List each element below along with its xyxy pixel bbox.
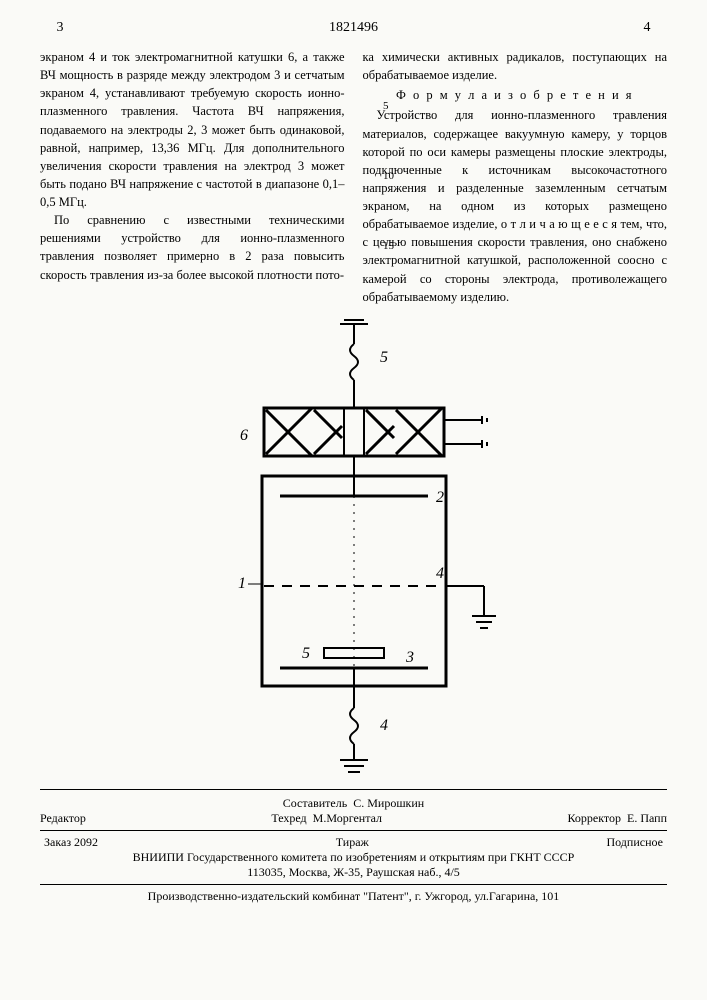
diagram-label-1: 1 (238, 575, 246, 592)
page-number-left: 3 (40, 20, 80, 36)
line-number: 10 (383, 170, 394, 182)
left-para-2: По сравнению с известными техническими р… (40, 211, 345, 284)
rule (40, 830, 667, 831)
diagram-label-6: 6 (240, 427, 248, 444)
footer-block: Заказ 2092 Тираж Подписное ВНИИПИ Госуда… (40, 835, 667, 880)
line-number: 15 (383, 240, 394, 252)
page-header: 3 1821496 4 (40, 20, 667, 36)
page-number-right: 4 (627, 20, 667, 36)
org-line: ВНИИПИ Государственного комитета по изоб… (40, 850, 667, 865)
subscription: Подписное (606, 835, 663, 850)
rule (40, 884, 667, 885)
formula-title: Ф о р м у л а и з о б р е т е н и я (363, 86, 668, 104)
diagram: 5 6 (40, 316, 667, 781)
diagram-label-5: 5 (302, 645, 310, 662)
line-number: 5 (383, 100, 389, 112)
org-address: 113035, Москва, Ж-35, Раушская наб., 4/5 (40, 865, 667, 880)
order: Заказ 2092 (44, 835, 98, 850)
compiler-label: Составитель (283, 796, 347, 810)
corrector-label: Корректор (567, 811, 621, 825)
left-para-1: экраном 4 и ток электромагнитной катушки… (40, 50, 345, 209)
page: 3 1821496 4 5 10 15 экраном 4 и ток элек… (0, 0, 707, 1000)
rule (40, 789, 667, 790)
credits-block: Составитель С. Мирошкин Редактор Техред … (40, 796, 667, 826)
diagram-label-4: 4 (436, 565, 444, 582)
compiler-name: С. Мирошкин (353, 796, 424, 810)
press-line: Производственно-издательский комбинат "П… (40, 889, 667, 904)
diagram-label-2: 2 (436, 489, 444, 506)
editor-label: Редактор (40, 811, 86, 825)
techred-name: М.Моргентал (313, 811, 382, 825)
corrector-name: Е. Папп (627, 811, 667, 825)
patent-number: 1821496 (80, 20, 627, 36)
right-para-1: ка химически активных радикалов, поступа… (363, 50, 668, 82)
techred-label: Техред (271, 811, 306, 825)
diagram-label-3: 3 (405, 649, 414, 666)
tirazh: Тираж (336, 835, 369, 850)
right-para-2: Устройство для ионно-плазменного травлен… (363, 106, 668, 305)
diagram-label-5a: 5 (380, 349, 388, 366)
diagram-label-4b: 4 (380, 717, 388, 734)
body-columns: экраном 4 и ток электромагнитной катушки… (40, 48, 667, 306)
left-column: экраном 4 и ток электромагнитной катушки… (40, 48, 345, 306)
right-column: ка химически активных радикалов, поступа… (363, 48, 668, 306)
